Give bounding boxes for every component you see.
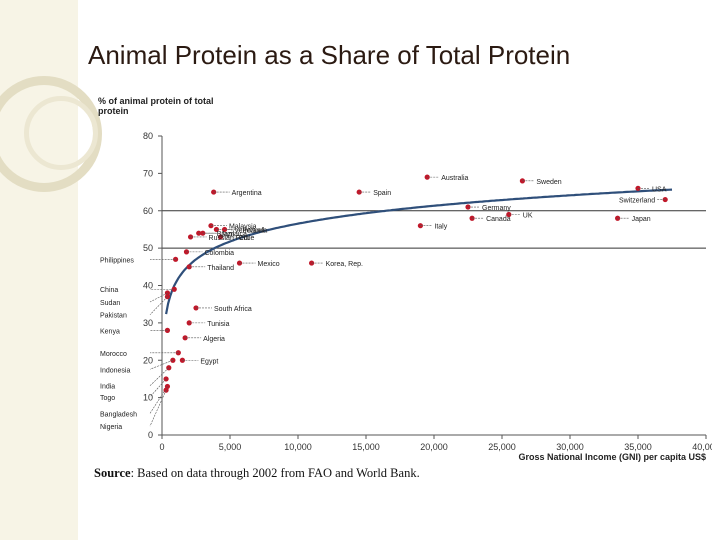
point-label: Morocco (100, 351, 127, 358)
data-point (211, 189, 217, 195)
y-tick-label: 80 (143, 131, 153, 141)
point-label: Tunisia (207, 321, 229, 328)
y-axis-title: protein (98, 106, 129, 116)
leader-line (149, 359, 173, 370)
source-text: : Based on data through 2002 from FAO an… (130, 466, 420, 480)
point-label: USA (652, 186, 667, 193)
x-tick-label: 25,000 (488, 442, 516, 452)
point-label: Switzerland (619, 198, 655, 205)
x-tick-label: 30,000 (556, 442, 584, 452)
point-label: Spain (373, 190, 391, 197)
point-label: Egypt (200, 358, 218, 365)
x-tick-label: 10,000 (284, 442, 312, 452)
slide-title: Animal Protein as a Share of Total Prote… (88, 40, 571, 70)
y-tick-label: 60 (143, 206, 153, 216)
point-label: China (100, 287, 118, 294)
point-label: Japan (632, 216, 651, 223)
point-label: Poland (243, 227, 265, 234)
data-point (208, 223, 214, 229)
x-tick-label: 40,000 (692, 442, 712, 452)
point-label: Argentina (232, 190, 262, 197)
y-tick-label: 40 (143, 281, 153, 291)
leader-line (149, 386, 168, 414)
point-label: Philippines (100, 257, 134, 264)
point-label: Algeria (203, 336, 225, 343)
source-note: Source: Based on data through 2002 from … (94, 466, 420, 481)
point-label: India (100, 384, 115, 391)
y-tick-label: 30 (143, 318, 153, 328)
leader-line (149, 292, 168, 303)
point-label: Togo (100, 395, 115, 402)
data-point (662, 196, 668, 203)
point-label: Mexico (258, 261, 280, 268)
point-label: Colombia (204, 250, 234, 257)
point-label: Pakistan (100, 313, 127, 320)
leader-line (149, 296, 168, 315)
point-label: Brazil (217, 231, 235, 238)
trend-curve (165, 188, 673, 315)
point-label: Australia (441, 175, 468, 182)
point-label: Kenya (100, 328, 120, 335)
data-point (179, 357, 185, 363)
x-tick-label: 35,000 (624, 442, 652, 452)
data-point (173, 256, 179, 262)
point-label: Chile (238, 235, 254, 242)
decorative-ring-inner (24, 96, 98, 170)
point-label: Korea, Rep. (326, 261, 363, 268)
point-label: South Africa (214, 306, 252, 313)
point-label: Jamaica (221, 231, 247, 238)
point-label: Malaysia (229, 224, 257, 231)
point-label: Thailand (207, 265, 234, 272)
point-label: Sudan (100, 300, 120, 307)
point-label: Italy (434, 224, 447, 231)
source-label: Source (94, 466, 131, 480)
leader-line (149, 367, 170, 386)
point-label: Venezuela (234, 227, 267, 234)
x-tick-label: 15,000 (352, 442, 380, 452)
point-label: UK (523, 212, 533, 219)
point-label: Bangladesh (100, 411, 137, 418)
y-tick-label: 10 (143, 393, 153, 403)
leader-line (149, 378, 167, 398)
x-axis-title: Gross National Income (GNI) per capita U… (518, 452, 706, 462)
point-label: Sweden (536, 179, 561, 186)
point-label: Canada (486, 216, 511, 223)
y-tick-label: 20 (143, 355, 153, 365)
data-point (182, 335, 188, 341)
point-label: Germany (482, 205, 511, 212)
y-tick-label: 50 (143, 243, 153, 253)
y-axis-title: % of animal protein of total (98, 96, 214, 106)
y-tick-label: 70 (143, 168, 153, 178)
data-point (236, 260, 243, 266)
point-label: Nigeria (100, 424, 122, 431)
point-label: Indonesia (100, 367, 130, 374)
data-point (170, 357, 176, 363)
x-tick-label: 20,000 (420, 442, 448, 452)
data-point (217, 234, 224, 240)
point-label: Russian Fed. (209, 235, 250, 242)
leader-line (149, 390, 167, 427)
data-point (175, 350, 181, 356)
y-tick-label: 0 (148, 430, 153, 440)
x-tick-label: 0 (159, 442, 164, 452)
x-tick-label: 5,000 (219, 442, 242, 452)
